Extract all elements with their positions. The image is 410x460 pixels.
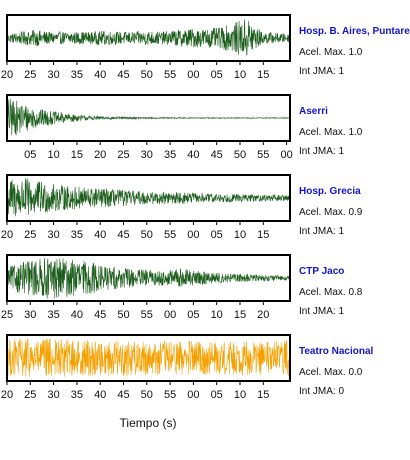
acel-max-label: Acel. Max. 1.0 xyxy=(299,127,363,138)
tick-label: 30 xyxy=(141,149,153,161)
waveform-trace-4 xyxy=(8,257,289,299)
tick-label: 20 xyxy=(1,229,13,241)
tick-label: 25 xyxy=(117,149,129,161)
tick-label: 50 xyxy=(234,149,246,161)
jma-intensity-label: Int JMA: 1 xyxy=(299,66,344,77)
tick-label: 00 xyxy=(187,229,199,241)
station-name: CTP Jaco xyxy=(299,266,344,277)
waveform-trace-3 xyxy=(8,178,289,217)
tick-label: 10 xyxy=(234,389,246,401)
tick-label: 40 xyxy=(71,309,83,321)
panel-frame-4 xyxy=(6,254,291,302)
tick-label: 35 xyxy=(71,229,83,241)
tick-label: 25 xyxy=(24,69,36,81)
jma-intensity-label: Int JMA: 0 xyxy=(299,386,344,397)
tick-label: 35 xyxy=(71,389,83,401)
tick-label: 05 xyxy=(24,149,36,161)
acel-max-label: Acel. Max. 0.9 xyxy=(299,207,363,218)
tick-label: 30 xyxy=(24,309,36,321)
tick-label: 50 xyxy=(141,389,153,401)
tick-label: 15 xyxy=(257,229,269,241)
panel-frame-1 xyxy=(6,14,291,62)
tick-label: 25 xyxy=(24,229,36,241)
panel-4: 25 30 35 40 45 50 55 00 05 10 15 20 CTP Jaco Acel. Ma… xyxy=(1,254,363,321)
tick-label: 55 xyxy=(164,229,176,241)
tick-label: 10 xyxy=(47,149,59,161)
tick-label: 50 xyxy=(141,229,153,241)
tick-label: 50 xyxy=(117,309,129,321)
tick-label: 10 xyxy=(211,309,223,321)
tick-label: 55 xyxy=(257,149,269,161)
waveform-trace-5 xyxy=(8,338,289,377)
station-name: Hosp. Grecia xyxy=(299,186,361,197)
tick-label: 35 xyxy=(71,69,83,81)
tick-label: 25 xyxy=(1,309,13,321)
tick-label: 00 xyxy=(187,389,199,401)
tick-label: 10 xyxy=(234,229,246,241)
station-name: Aserri xyxy=(299,106,328,117)
tick-label: 00 xyxy=(280,149,292,161)
panel-2: 05 10 15 20 25 30 35 40 45 50 55 00 Aserri Acel. Max.… xyxy=(6,94,363,161)
jma-intensity-label: Int JMA: 1 xyxy=(299,226,344,237)
tick-label: 15 xyxy=(257,389,269,401)
tick-label: 50 xyxy=(141,69,153,81)
tick-label: 30 xyxy=(47,229,59,241)
tick-label: 20 xyxy=(257,309,269,321)
panel-1: 20 25 30 35 40 45 50 55 00 05 10 15 Hosp. B. Aires, … xyxy=(1,14,410,81)
panel-frame-5 xyxy=(6,334,291,382)
jma-intensity-label: Int JMA: 1 xyxy=(299,306,344,317)
tick-label: 45 xyxy=(117,69,129,81)
tick-label: 00 xyxy=(187,69,199,81)
tick-label: 55 xyxy=(141,309,153,321)
tick-label: 45 xyxy=(117,389,129,401)
acel-max-label: Acel. Max. 1.0 xyxy=(299,47,363,58)
tick-label: 15 xyxy=(71,149,83,161)
tick-label: 40 xyxy=(187,149,199,161)
tick-label: 35 xyxy=(47,309,59,321)
tick-label: 15 xyxy=(234,309,246,321)
tick-label: 10 xyxy=(234,69,246,81)
tick-label: 35 xyxy=(164,149,176,161)
tick-label: 20 xyxy=(94,149,106,161)
tick-label: 55 xyxy=(164,69,176,81)
tick-label: 30 xyxy=(47,389,59,401)
waveform-trace-1 xyxy=(8,19,289,56)
panels-group: 20 25 30 35 40 45 50 55 00 05 10 15 Hosp. B. Aires, … xyxy=(1,14,410,401)
station-name: Teatro Nacional xyxy=(299,346,373,357)
acel-max-label: Acel. Max. 0.0 xyxy=(299,367,363,378)
panel-frame-3 xyxy=(6,174,291,222)
tick-label: 20 xyxy=(1,389,13,401)
tick-label: 05 xyxy=(211,69,223,81)
x-axis-label: Tiempo (s) xyxy=(120,416,177,430)
tick-label: 45 xyxy=(94,309,106,321)
tick-label: 40 xyxy=(94,69,106,81)
tick-label: 40 xyxy=(94,389,106,401)
tick-label: 45 xyxy=(211,149,223,161)
tick-label: 05 xyxy=(187,309,199,321)
acel-max-label: Acel. Max. 0.8 xyxy=(299,287,363,298)
tick-label: 05 xyxy=(211,229,223,241)
tick-label: 15 xyxy=(257,69,269,81)
tick-label: 55 xyxy=(164,389,176,401)
panel-3: 20 25 30 35 40 45 50 55 00 05 10 15 Hosp. Grecia Acel… xyxy=(1,174,363,241)
tick-label: 20 xyxy=(1,69,13,81)
tick-label: 05 xyxy=(211,389,223,401)
station-name: Hosp. B. Aires, Puntare xyxy=(299,26,410,37)
panel-5: 20 25 30 35 40 45 50 55 00 05 10 15 Teatro Nacional A… xyxy=(1,334,373,401)
tick-label: 25 xyxy=(24,389,36,401)
jma-intensity-label: Int JMA: 1 xyxy=(299,146,344,157)
tick-label: 45 xyxy=(117,229,129,241)
tick-label: 30 xyxy=(47,69,59,81)
tick-label: 00 xyxy=(164,309,176,321)
panel-frame-2 xyxy=(6,94,291,142)
waveform-trace-2 xyxy=(8,98,289,136)
tick-label: 40 xyxy=(94,229,106,241)
